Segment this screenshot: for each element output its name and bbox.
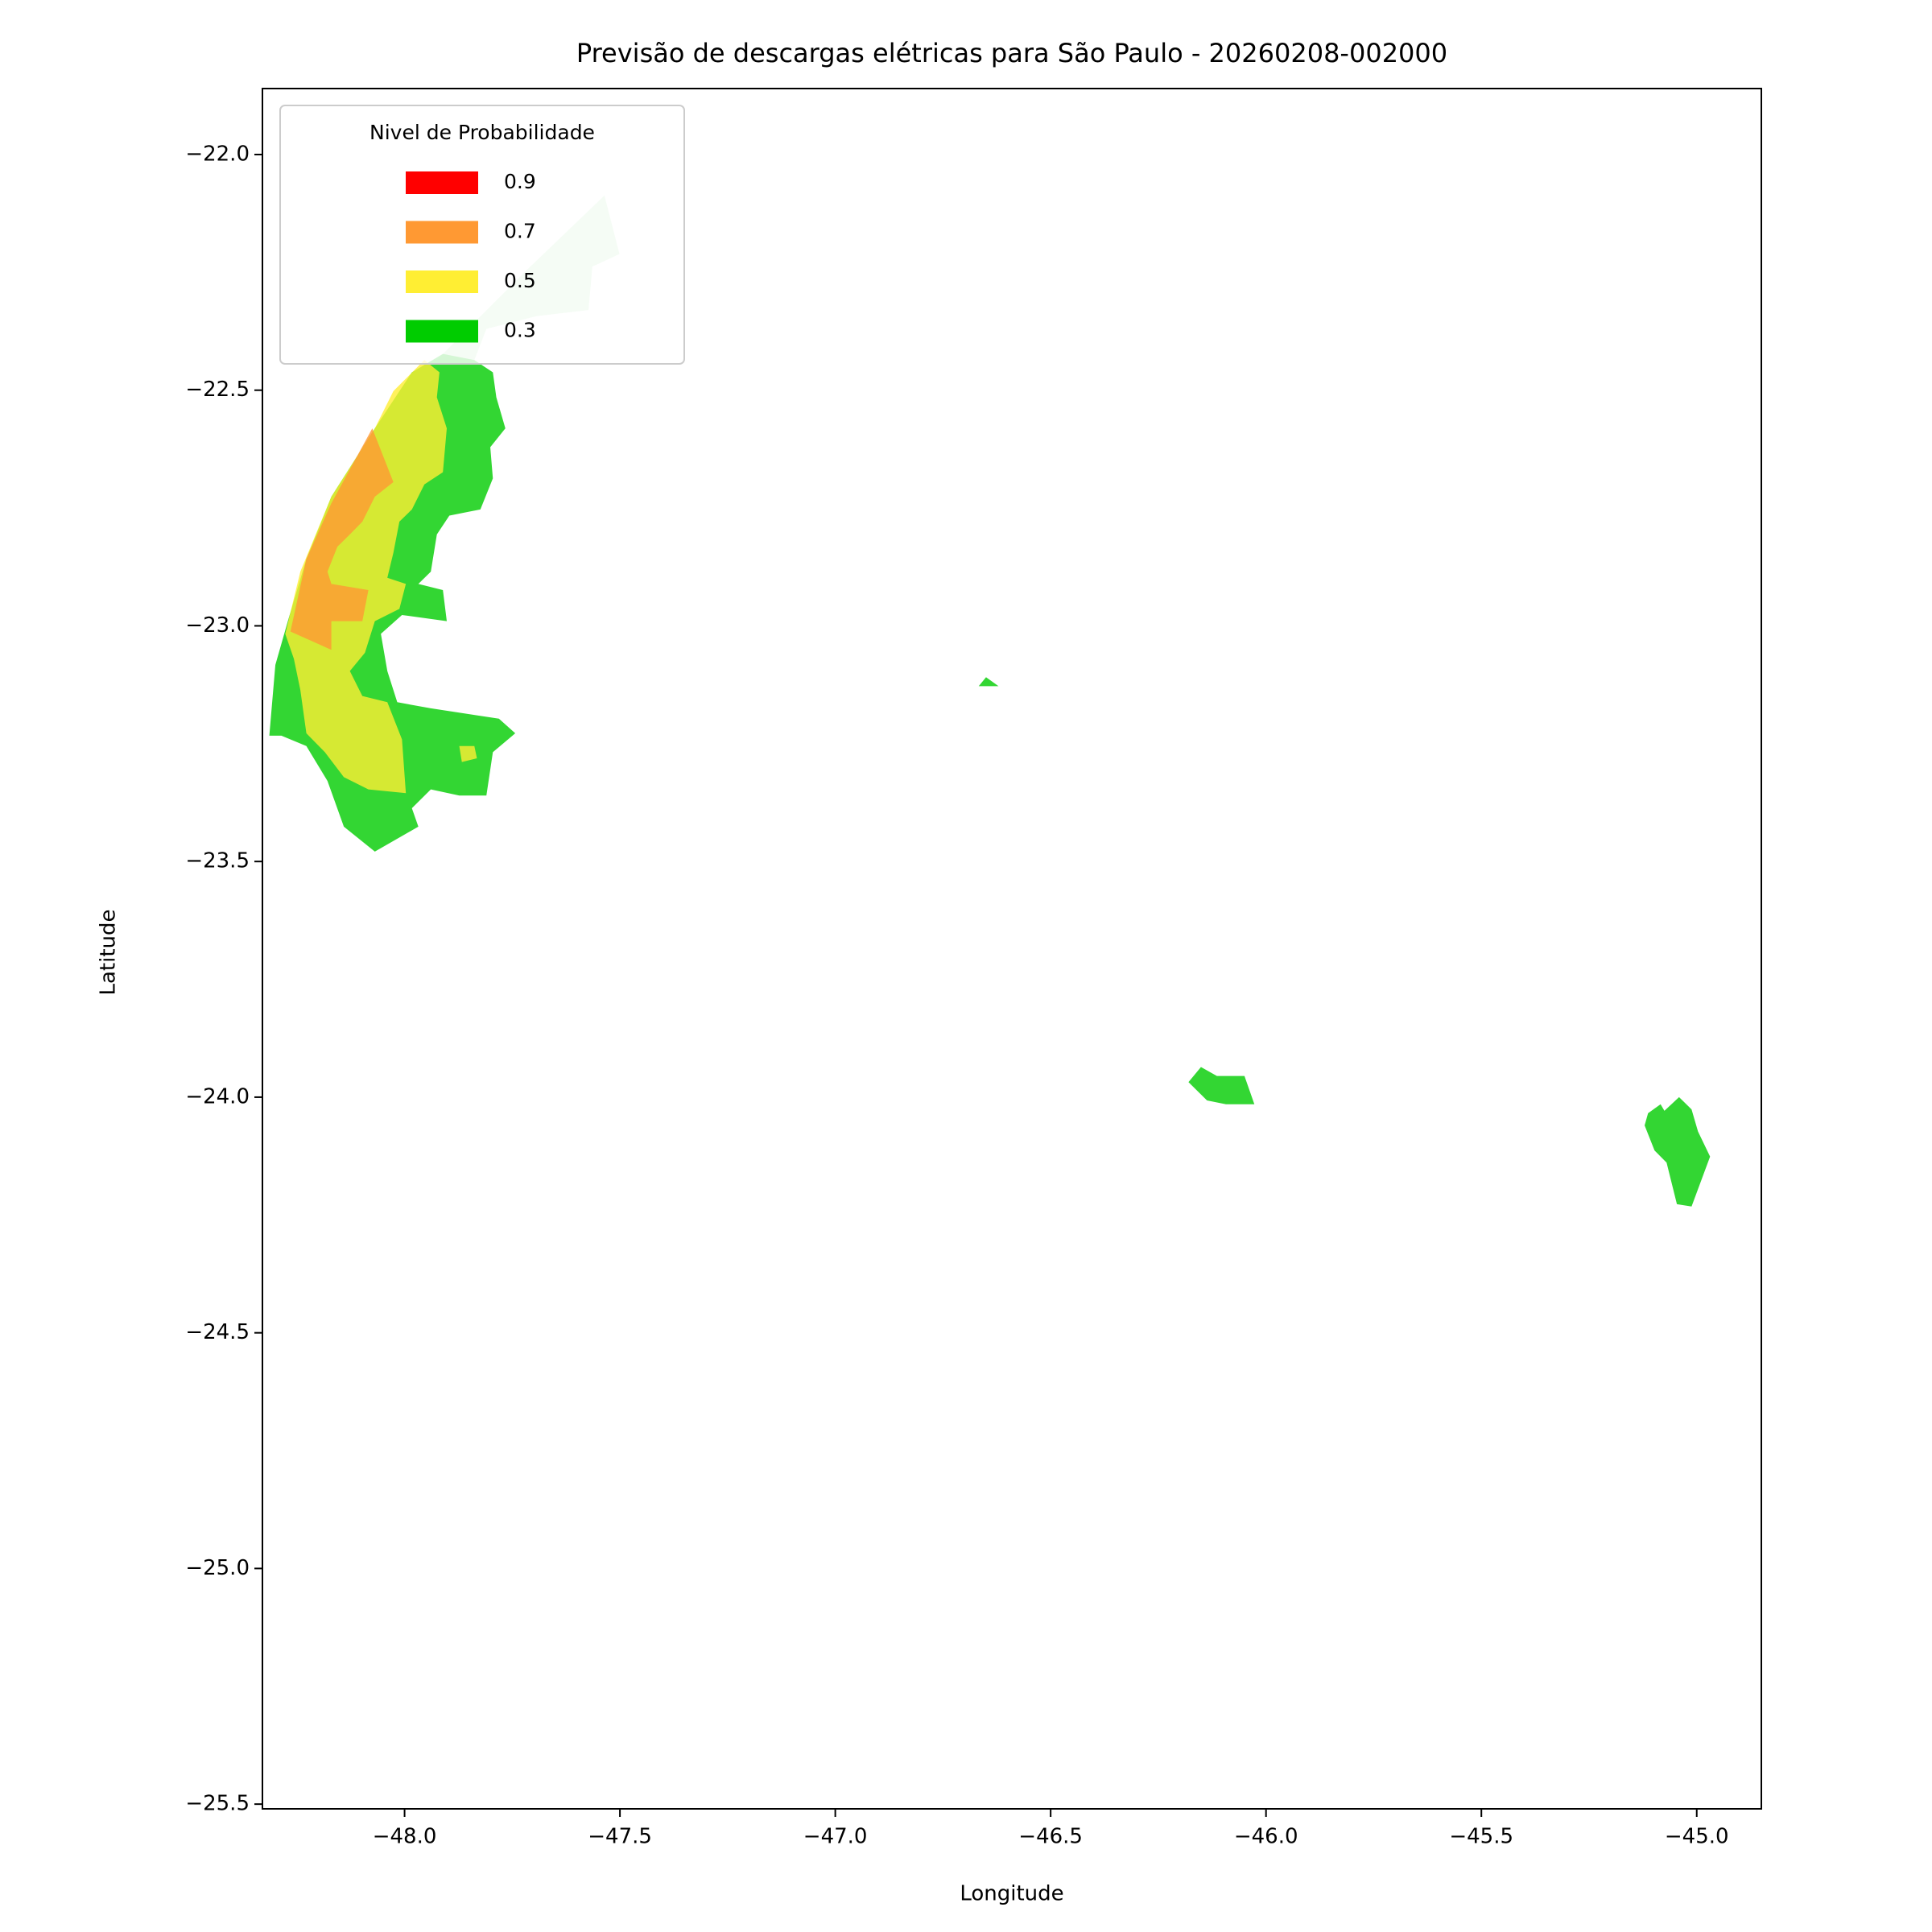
y-tick-label: −25.0 [185, 1556, 250, 1580]
contour-region [285, 360, 448, 794]
x-tick-label: −45.5 [1449, 1825, 1513, 1849]
x-tick-label: −48.0 [373, 1825, 437, 1849]
y-tick-label: −23.0 [185, 613, 250, 638]
y-tick-label: −22.0 [185, 142, 250, 166]
legend-title: Nivel de Probabilidade [369, 121, 595, 144]
x-tick-label: −45.0 [1665, 1825, 1729, 1849]
legend-label: 0.7 [504, 220, 536, 243]
legend-swatch [406, 320, 478, 343]
y-tick-label: −25.5 [185, 1792, 250, 1816]
legend: Nivel de Probabilidade 0.9 0.7 0.5 0.3 [279, 105, 685, 365]
y-axis-label: Latitude [97, 909, 121, 995]
contour-region [1644, 1096, 1711, 1207]
x-tick-label: −47.0 [803, 1825, 868, 1849]
legend-swatch [406, 221, 478, 244]
legend-label: 0.5 [504, 269, 536, 292]
x-axis-label: Longitude [960, 1882, 1063, 1906]
contour-region [290, 428, 394, 650]
legend-swatch [406, 270, 478, 293]
legend-label: 0.9 [504, 170, 536, 193]
y-tick-label: −24.0 [185, 1084, 250, 1108]
y-tick-label: −22.5 [185, 378, 250, 402]
contour-region [459, 745, 477, 762]
x-tick-label: −46.5 [1018, 1825, 1083, 1849]
contour-region [1188, 1067, 1255, 1104]
legend-box [279, 105, 685, 365]
y-tick-label: −23.5 [185, 849, 250, 873]
x-tick-label: −47.5 [588, 1825, 652, 1849]
x-tick-label: −46.0 [1234, 1825, 1298, 1849]
contour-region [978, 677, 999, 687]
legend-swatch [406, 171, 478, 194]
chart-title: Previsão de descargas elétricas para São… [576, 38, 1447, 68]
plot-frame [262, 88, 1762, 1810]
y-tick-label: −24.5 [185, 1320, 250, 1344]
legend-label: 0.3 [504, 319, 536, 342]
